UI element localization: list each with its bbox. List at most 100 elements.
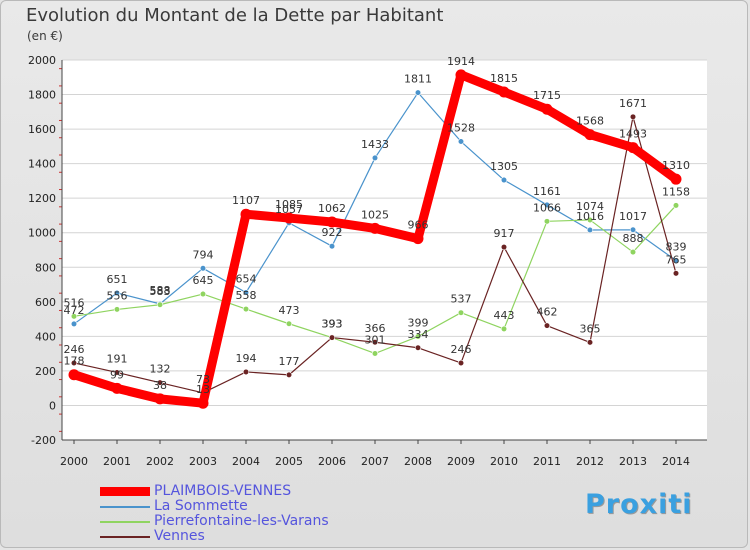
data-point-la-sommette xyxy=(199,265,207,272)
legend-swatch xyxy=(100,487,150,496)
x-tick-label: 2012 xyxy=(576,455,604,468)
plot-area xyxy=(62,60,707,440)
data-label-pierrefontaine-les-varans: 443 xyxy=(494,309,515,322)
data-label-vennes: 191 xyxy=(107,352,128,365)
data-point-pierrefontaine-les-varans xyxy=(156,301,164,308)
data-label-pierrefontaine-les-varans: 516 xyxy=(64,296,85,309)
x-tick-label: 2003 xyxy=(189,455,217,468)
data-label-pierrefontaine-les-varans: 473 xyxy=(279,304,300,317)
data-point-plaimbois-vennes xyxy=(455,69,467,81)
x-tick-label: 2006 xyxy=(318,455,346,468)
data-label-la-sommette: 472 xyxy=(64,304,85,317)
data-point-vennes xyxy=(371,339,379,346)
data-point-plaimbois-vennes xyxy=(627,142,639,154)
data-label-plaimbois-vennes: 1085 xyxy=(275,198,303,211)
x-tick-label: 2013 xyxy=(619,455,647,468)
x-tick-label: 2009 xyxy=(447,455,475,468)
chart-title: Evolution du Montant de la Dette par Hab… xyxy=(26,5,444,26)
data-point-vennes xyxy=(457,359,465,367)
y-tick-label: 800 xyxy=(35,261,56,274)
data-label-vennes: 334 xyxy=(408,328,429,341)
data-label-pierrefontaine-les-varans: 1074 xyxy=(576,200,604,213)
data-label-plaimbois-vennes: 99 xyxy=(110,368,124,381)
x-tick-label: 2008 xyxy=(404,455,432,468)
data-label-vennes: 73 xyxy=(196,373,210,386)
data-label-pierrefontaine-les-varans: 1158 xyxy=(662,185,690,198)
data-label-vennes: 393 xyxy=(322,318,343,331)
data-label-pierrefontaine-les-varans: 558 xyxy=(236,289,257,302)
data-point-la-sommette xyxy=(414,89,422,96)
proxiti-logo: Proxiti xyxy=(585,489,693,520)
legend-label: Pierrefontaine-les-Varans xyxy=(154,513,329,529)
data-label-pierrefontaine-les-varans: 301 xyxy=(365,333,386,346)
data-point-vennes xyxy=(500,243,508,251)
data-label-vennes: 917 xyxy=(494,227,515,240)
data-point-vennes xyxy=(414,344,422,351)
data-point-plaimbois-vennes xyxy=(584,129,596,141)
data-label-la-sommette: 922 xyxy=(322,226,343,239)
data-label-la-sommette: 1305 xyxy=(490,160,518,173)
data-point-la-sommette xyxy=(328,243,336,250)
data-point-la-sommette xyxy=(113,289,121,297)
x-tick-label: 2005 xyxy=(275,455,303,468)
y-tick-label: 1400 xyxy=(28,158,56,171)
y-tick-label: 1800 xyxy=(28,89,56,102)
data-point-vennes xyxy=(285,371,293,378)
data-label-la-sommette: 839 xyxy=(666,241,687,254)
data-label-pierrefontaine-les-varans: 583 xyxy=(150,285,171,298)
data-point-plaimbois-vennes xyxy=(68,369,80,381)
y-tick-label: 600 xyxy=(35,296,56,309)
data-label-pierrefontaine-les-varans: 1066 xyxy=(533,201,561,214)
data-point-la-sommette xyxy=(629,226,637,233)
data-label-plaimbois-vennes: 1568 xyxy=(576,115,604,128)
data-label-plaimbois-vennes: 1715 xyxy=(533,89,561,102)
data-label-plaimbois-vennes: 1914 xyxy=(447,55,475,68)
data-point-plaimbois-vennes xyxy=(197,397,209,409)
legend-swatch xyxy=(100,535,150,538)
data-label-vennes: 765 xyxy=(666,253,687,266)
data-label-la-sommette: 588 xyxy=(150,284,171,297)
data-point-vennes xyxy=(70,359,78,367)
data-point-pierrefontaine-les-varans xyxy=(199,290,207,298)
data-point-vennes xyxy=(629,113,637,120)
data-label-pierrefontaine-les-varans: 556 xyxy=(107,289,128,302)
data-label-vennes: 132 xyxy=(150,363,171,376)
data-label-la-sommette: 1811 xyxy=(404,73,432,86)
data-point-pierrefontaine-les-varans xyxy=(70,313,78,320)
data-label-vennes: 177 xyxy=(279,355,300,368)
y-tick-label: 0 xyxy=(49,399,56,412)
data-label-pierrefontaine-les-varans: 888 xyxy=(623,232,644,245)
legend-label: La Sommette xyxy=(154,498,248,514)
data-point-vennes xyxy=(543,322,551,329)
data-point-pierrefontaine-les-varans xyxy=(500,325,508,333)
data-point-la-sommette xyxy=(500,176,508,184)
data-point-pierrefontaine-les-varans xyxy=(672,202,680,209)
data-point-vennes xyxy=(242,368,250,376)
y-tick-label: 200 xyxy=(35,365,56,378)
data-point-pierrefontaine-les-varans xyxy=(457,309,465,316)
x-tick-label: 2010 xyxy=(490,455,518,468)
data-label-la-sommette: 794 xyxy=(193,248,214,261)
data-point-la-sommette xyxy=(70,320,78,328)
data-label-vennes: 1671 xyxy=(619,97,647,110)
data-point-pierrefontaine-les-varans xyxy=(113,306,121,313)
data-point-la-sommette xyxy=(242,289,250,296)
legend-item-vennes: Vennes xyxy=(100,529,329,544)
data-label-la-sommette: 1017 xyxy=(619,210,647,223)
legend-item-la-sommette: La Sommette xyxy=(100,499,329,514)
data-point-plaimbois-vennes xyxy=(111,382,123,394)
data-point-la-sommette xyxy=(457,138,465,145)
data-point-plaimbois-vennes xyxy=(154,393,166,405)
data-label-vennes: 194 xyxy=(236,352,257,365)
data-point-vennes xyxy=(156,379,164,386)
data-point-plaimbois-vennes xyxy=(326,216,338,228)
data-point-plaimbois-vennes xyxy=(541,103,553,115)
y-axis-unit-label: (en €) xyxy=(27,29,63,43)
data-label-plaimbois-vennes: 1025 xyxy=(361,208,389,221)
data-point-vennes xyxy=(328,334,336,341)
data-point-la-sommette xyxy=(586,226,594,234)
data-label-plaimbois-vennes: 966 xyxy=(408,219,429,232)
data-label-la-sommette: 1161 xyxy=(533,185,561,198)
y-tick-label: 1200 xyxy=(28,192,56,205)
data-point-plaimbois-vennes xyxy=(498,86,510,98)
